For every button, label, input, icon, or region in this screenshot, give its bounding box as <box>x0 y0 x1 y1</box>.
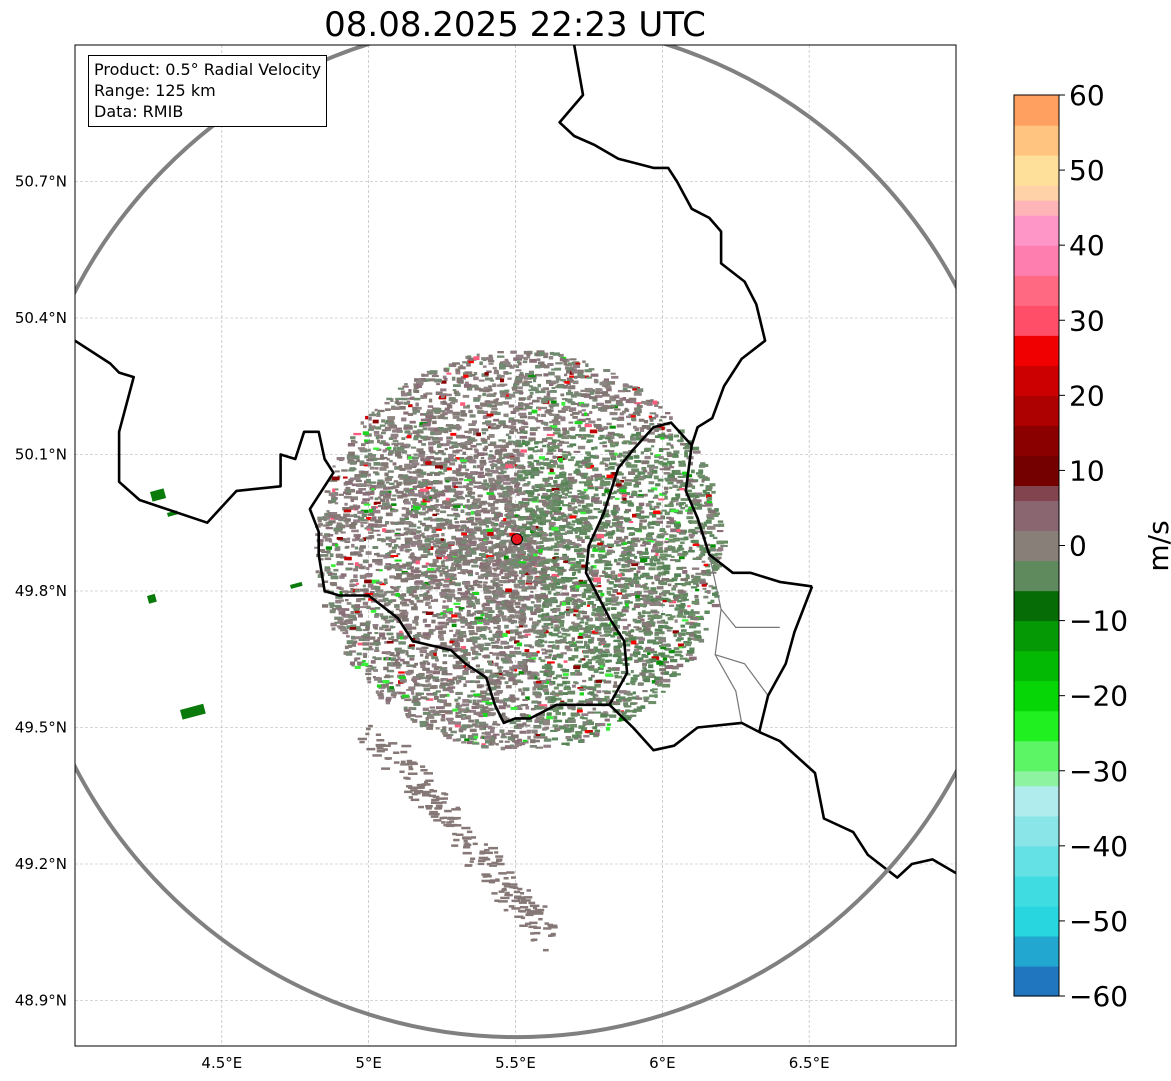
velocity-echoes <box>147 350 728 952</box>
colorbar-tick-label: 0 <box>1069 530 1087 563</box>
colorbar-band <box>1014 305 1059 336</box>
colorbar-band <box>1014 620 1059 652</box>
colorbar-band <box>1014 395 1059 426</box>
colorbar-band <box>1014 845 1059 877</box>
colorbar-tick-label: 10 <box>1069 454 1105 487</box>
product-info-box: Product: 0.5° Radial Velocity Range: 125… <box>88 55 328 127</box>
colorbar-band <box>1014 95 1059 126</box>
colorbar-band <box>1014 215 1059 246</box>
colorbar-band <box>1014 935 1059 967</box>
colorbar-band <box>1014 455 1059 487</box>
colorbar-band <box>1014 125 1059 156</box>
map-title: 08.08.2025 22:23 UTC <box>324 5 706 45</box>
region-border <box>714 654 743 724</box>
lat-tick-label: 49.8°N <box>15 582 67 600</box>
region-boundaries <box>708 554 780 724</box>
lat-tick-label: 48.9°N <box>15 992 67 1010</box>
colorbar-band <box>1014 155 1059 186</box>
colorbar-band <box>1014 965 1059 997</box>
colorbar-ticks: 60 50 40 30 20 10 0 −10 −20 −30 −40 −50 −60 <box>1059 79 1128 1013</box>
colorbar-band <box>1014 335 1059 366</box>
colorbar-band <box>1014 680 1059 712</box>
colorbar-tick-label: −60 <box>1069 980 1128 1013</box>
colorbar-tick-label: −10 <box>1069 605 1128 638</box>
colorbar-tick-label: −40 <box>1069 830 1128 863</box>
colorbar-label: m/s <box>1142 520 1171 571</box>
radar-range-ring <box>75 45 956 1039</box>
colorbar-band <box>1014 785 1059 817</box>
lon-tick-label: 5°E <box>355 1054 382 1072</box>
colorbar-tick-label: 40 <box>1069 229 1105 262</box>
colorbar-tick-label: −50 <box>1069 905 1128 938</box>
colorbar-band <box>1014 485 1059 502</box>
range-text: Range: 125 km <box>94 81 216 100</box>
region-border <box>708 554 780 628</box>
lon-tick-label: 6.5°E <box>789 1054 830 1072</box>
country-border <box>558 45 813 588</box>
lon-tick-label: 6°E <box>649 1054 676 1072</box>
colorbar-band <box>1014 245 1059 276</box>
colorbar-tick-label: 20 <box>1069 379 1105 412</box>
colorbar-band <box>1014 815 1059 847</box>
lon-tick-label: 4.5°E <box>201 1054 242 1072</box>
radar-site-marker <box>510 533 523 546</box>
colorbar-band <box>1014 740 1059 772</box>
colorbar-band <box>1014 905 1059 937</box>
region-border <box>714 609 769 696</box>
colorbar-band <box>1014 560 1059 592</box>
country-borders <box>75 45 956 879</box>
colorbar-tick-label: 30 <box>1069 304 1105 337</box>
country-border <box>584 421 693 706</box>
colorbar: 60 50 40 30 20 10 0 −10 −20 −30 −40 −50 −60 m/s <box>1013 79 1171 1013</box>
colorbar-band <box>1014 275 1059 306</box>
lat-tick-label: 50.1°N <box>15 446 67 464</box>
colorbar-bands <box>1014 95 1059 997</box>
colorbar-tick-label: −20 <box>1069 680 1128 713</box>
colorbar-band <box>1014 185 1059 201</box>
lat-tick-label: 49.2°N <box>15 855 67 873</box>
colorbar-tick-label: −30 <box>1069 755 1128 788</box>
product-text: Product: 0.5° Radial Velocity <box>94 60 322 79</box>
source-text: Data: RMIB <box>94 102 184 121</box>
colorbar-band <box>1014 770 1059 787</box>
colorbar-band <box>1014 500 1059 532</box>
colorbar-tick-label: 60 <box>1069 79 1105 112</box>
latitude-axis: 50.7°N 50.4°N 50.1°N 49.8°N 49.5°N 49.2°N 48.9… <box>15 173 67 1010</box>
map-frame <box>74 44 957 1047</box>
colorbar-tick-label: 50 <box>1069 154 1105 187</box>
lat-tick-label: 50.4°N <box>15 309 67 327</box>
longitude-axis: 4.5°E 5°E 5.5°E 6°E 6.5°E <box>201 1054 829 1072</box>
colorbar-band <box>1014 710 1059 742</box>
colorbar-band <box>1014 590 1059 622</box>
colorbar-band <box>1014 425 1059 456</box>
lat-tick-label: 49.5°N <box>15 719 67 737</box>
colorbar-band <box>1014 365 1059 396</box>
map-content <box>75 45 956 1046</box>
colorbar-band <box>1014 875 1059 907</box>
lon-tick-label: 5.5°E <box>495 1054 536 1072</box>
lat-tick-label: 50.7°N <box>15 173 67 191</box>
country-border <box>757 585 814 733</box>
colorbar-band <box>1014 200 1059 216</box>
country-border <box>758 730 956 879</box>
colorbar-band <box>1014 650 1059 682</box>
colorbar-band <box>1014 530 1059 562</box>
map-panel: 4.5°E 5°E 5.5°E 6°E 6.5°E 50.7°N 50.4°N 50.1°N… <box>15 44 957 1072</box>
country-border <box>75 339 760 752</box>
